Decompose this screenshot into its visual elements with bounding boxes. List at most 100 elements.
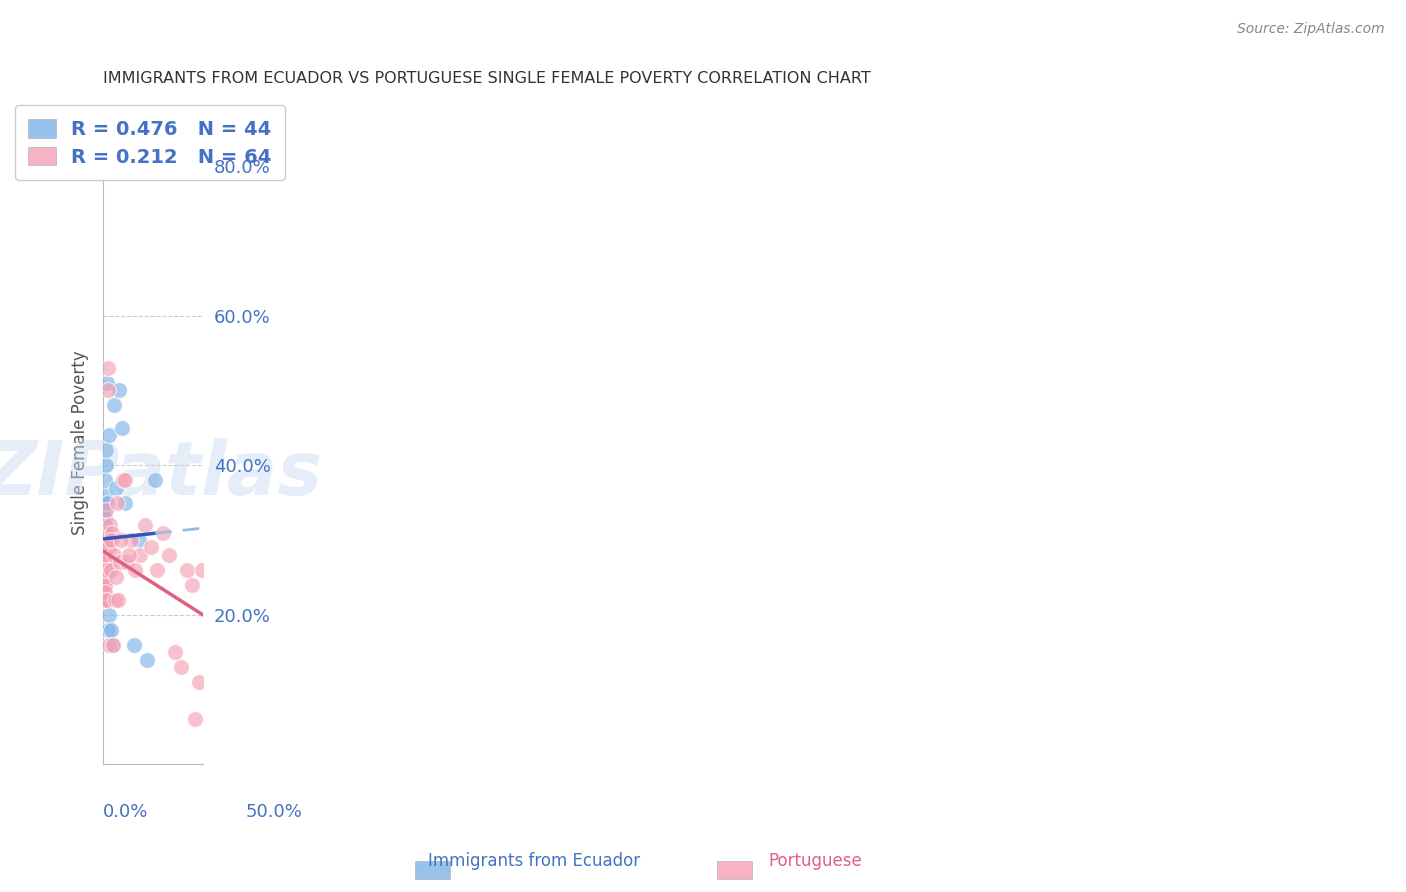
Point <box>91 578 114 592</box>
Point <box>100 623 122 637</box>
Point <box>94 563 117 577</box>
Point <box>108 555 131 569</box>
Point <box>128 533 150 547</box>
Point <box>93 592 115 607</box>
Point <box>114 495 136 509</box>
Point <box>93 592 115 607</box>
Point <box>93 555 115 569</box>
Text: IMMIGRANTS FROM ECUADOR VS PORTUGUESE SINGLE FEMALE POVERTY CORRELATION CHART: IMMIGRANTS FROM ECUADOR VS PORTUGUESE SI… <box>103 71 870 86</box>
Point <box>93 525 115 540</box>
Point <box>93 555 115 569</box>
Point <box>94 548 117 562</box>
Point <box>93 541 115 555</box>
Point <box>122 638 145 652</box>
Point <box>191 563 214 577</box>
Point <box>93 585 115 599</box>
Point <box>96 376 118 390</box>
Text: Immigrants from Ecuador: Immigrants from Ecuador <box>429 852 640 870</box>
Point <box>93 563 115 577</box>
Point <box>163 645 186 659</box>
Point <box>93 563 115 577</box>
Point <box>91 563 114 577</box>
Point <box>112 473 135 487</box>
Point <box>105 495 128 509</box>
Point <box>103 548 125 562</box>
Point <box>93 541 115 555</box>
Point <box>93 518 115 533</box>
Point <box>118 548 141 562</box>
Text: ZIPatlas: ZIPatlas <box>0 439 323 511</box>
Point <box>136 652 159 666</box>
Point <box>93 533 115 547</box>
Y-axis label: Single Female Poverty: Single Female Poverty <box>72 351 89 535</box>
Point <box>157 548 180 562</box>
Point <box>187 675 209 690</box>
Point <box>93 563 115 577</box>
Point <box>94 592 117 607</box>
Point <box>96 623 118 637</box>
Point <box>97 384 120 398</box>
Point <box>93 578 115 592</box>
Point <box>94 473 117 487</box>
Point <box>93 533 115 547</box>
Point <box>93 578 115 592</box>
Point <box>93 548 115 562</box>
Legend: R = 0.476   N = 44, R = 0.212   N = 64: R = 0.476 N = 44, R = 0.212 N = 64 <box>15 105 285 180</box>
Point <box>97 607 120 622</box>
Point <box>96 592 118 607</box>
Point <box>93 503 115 517</box>
Point <box>93 541 115 555</box>
Point <box>93 570 115 584</box>
Point <box>93 533 115 547</box>
Point <box>108 384 131 398</box>
Point <box>115 555 138 569</box>
Point <box>94 585 117 599</box>
Point <box>152 525 174 540</box>
Point <box>93 585 115 599</box>
Point <box>93 570 115 584</box>
Point <box>93 541 115 555</box>
Point <box>120 533 142 547</box>
Point <box>94 503 117 517</box>
Point <box>93 592 115 607</box>
Point <box>110 533 132 547</box>
Point <box>94 555 117 569</box>
Text: 0.0%: 0.0% <box>103 803 149 821</box>
Point <box>94 443 117 458</box>
Point <box>94 518 117 533</box>
Point <box>93 570 115 584</box>
Point <box>93 555 115 569</box>
Point <box>114 473 136 487</box>
Point <box>139 541 162 555</box>
Point <box>101 525 124 540</box>
Point <box>93 555 115 569</box>
Point <box>91 555 114 569</box>
Point <box>124 563 146 577</box>
Point <box>97 533 120 547</box>
Point <box>98 541 121 555</box>
Point <box>94 563 117 577</box>
Point <box>184 713 207 727</box>
Point <box>97 361 120 376</box>
Point <box>100 563 122 577</box>
Point <box>176 563 198 577</box>
Text: Source: ZipAtlas.com: Source: ZipAtlas.com <box>1237 22 1385 37</box>
Point <box>143 473 166 487</box>
Point <box>94 533 117 547</box>
Text: Portuguese: Portuguese <box>769 852 862 870</box>
Point <box>93 592 115 607</box>
Point <box>94 488 117 502</box>
Point <box>93 570 115 584</box>
Point <box>100 533 122 547</box>
Point <box>105 481 128 495</box>
Point <box>93 548 115 562</box>
Point <box>98 428 121 442</box>
Point <box>129 548 152 562</box>
Point <box>101 638 124 652</box>
Point <box>96 495 118 509</box>
Point <box>94 458 117 473</box>
Point <box>98 518 121 533</box>
Point <box>111 421 134 435</box>
Point <box>94 533 117 547</box>
Point <box>170 660 193 674</box>
